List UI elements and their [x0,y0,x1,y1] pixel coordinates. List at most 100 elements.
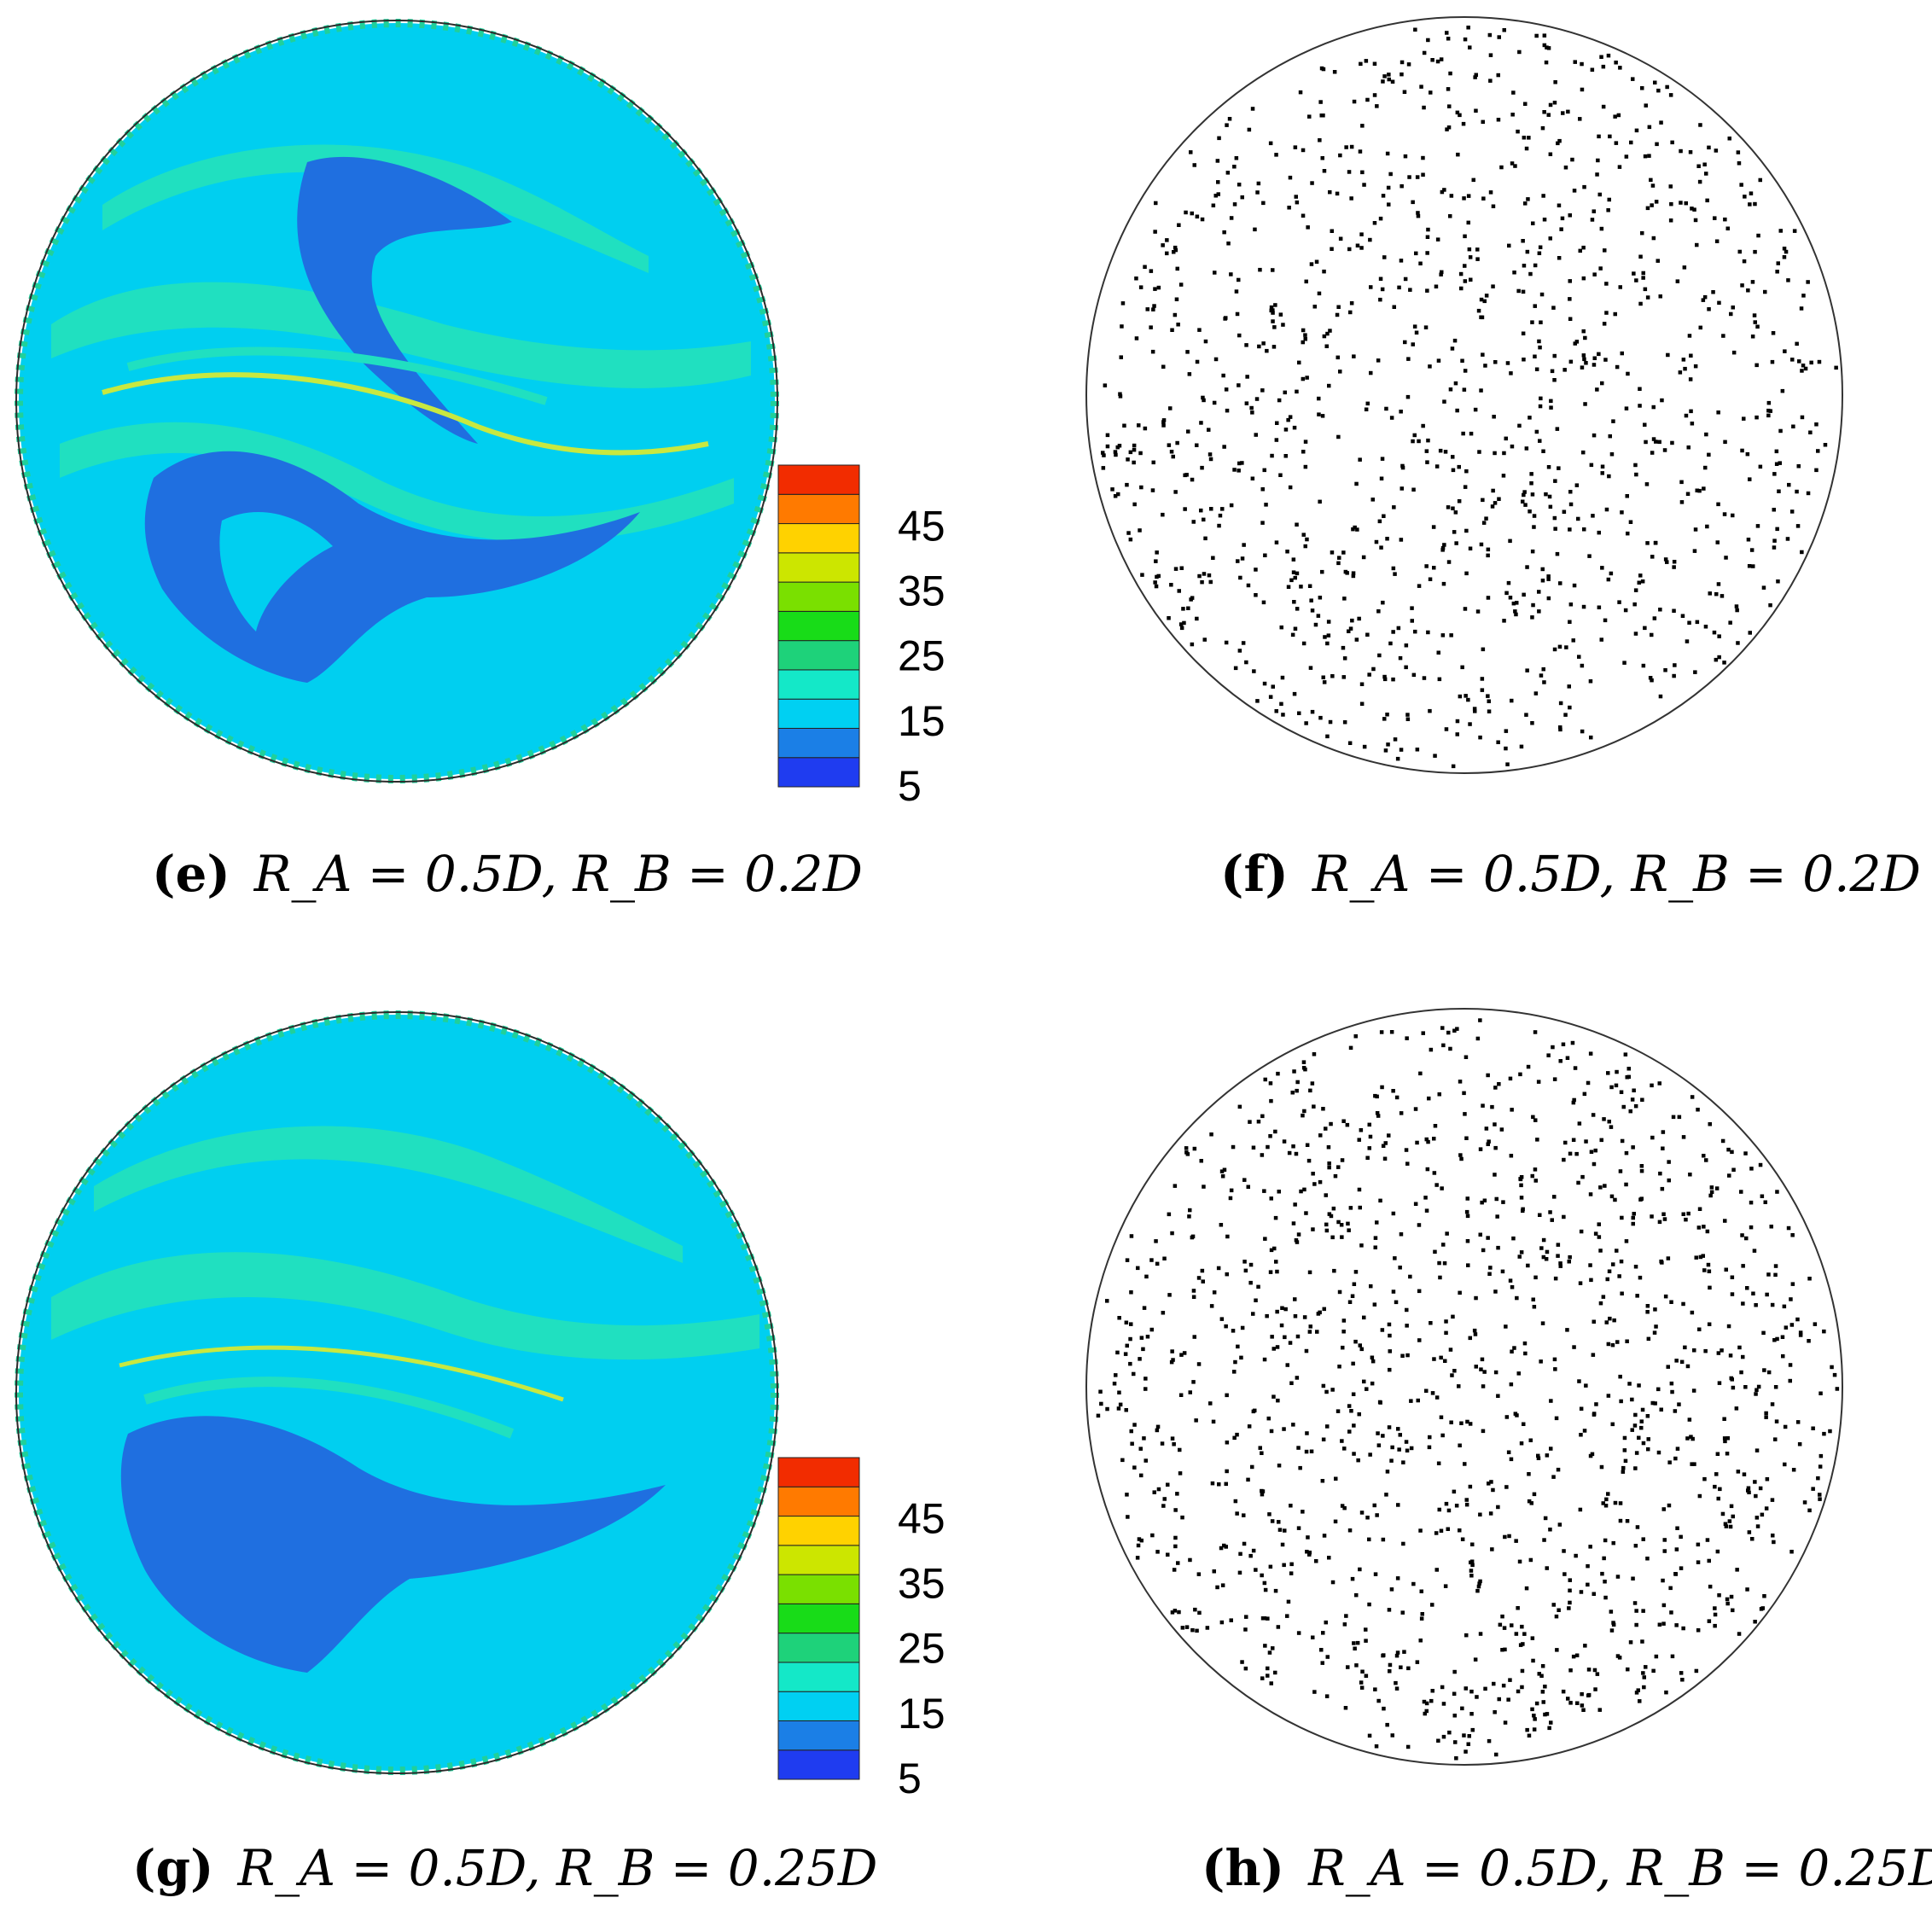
panel-f-particle [1519,744,1524,749]
panel-h-particle [1469,1569,1474,1573]
panel-f-particle [1375,104,1379,108]
panel-h-particle [1251,1548,1256,1553]
panel-h-particle [1429,1698,1434,1703]
panel-h-particle [1584,1383,1588,1388]
panel-h-particle [1464,1209,1469,1214]
panel-f-particle [1568,620,1572,624]
panel-h-particle [1472,1328,1477,1333]
panel-f-particle [1814,468,1819,473]
panel-h-particle [1464,1498,1469,1502]
panel-f-particle [1481,521,1487,525]
panel-f-particle [1731,306,1735,310]
panel-f-particle [1309,598,1313,602]
panel-f-particle [1186,429,1190,434]
panel-f-particle [1772,472,1777,476]
panel-h-particle [1760,1512,1765,1517]
panel-f-particle [1553,527,1557,531]
panel-f-particle [1434,284,1439,288]
panel-f-particle [1717,634,1721,638]
panel-f-particle [1183,473,1187,478]
panel-h-particle [1774,1419,1779,1423]
panel-f-particle [1670,440,1674,445]
panel-h-particle [1212,1569,1216,1574]
panel-h-particle [1591,1113,1596,1117]
panel-h-particle [1615,1340,1620,1344]
panel-h-particle [1440,1026,1445,1030]
panel-f-particle [1301,450,1306,454]
panel-f-particle [1372,221,1377,225]
panel-f-particle [1687,334,1692,338]
panel-f-particle [1504,591,1509,596]
panel-h-particle [1274,1260,1278,1264]
panel-f-particle [1652,616,1657,620]
panel-f-particle [1295,607,1300,611]
panel-h-particle [1698,1254,1703,1260]
panel-f-particle [1679,500,1685,504]
panel-f-particle [1365,97,1370,102]
panel-h-particle [1568,1254,1572,1260]
panel-h-particle [1504,1415,1510,1419]
panel-f-particle [1740,448,1744,453]
panel-f-particle [1181,607,1185,611]
panel-h-particle [1423,1711,1427,1716]
panel-h-particle [1496,1394,1500,1398]
panel-f-particle [1638,404,1642,408]
panel-f-particle [1568,359,1574,364]
panel-h-particle [1510,1623,1514,1627]
panel-f-particle [1342,597,1347,601]
panel-h-particle [1260,1451,1264,1455]
panel-f-particle [1463,607,1468,611]
panel-f-particle [1423,325,1429,329]
panel-f-particle [1517,423,1522,428]
panel-h-particle [1538,1213,1542,1217]
panel-h-particle [1707,1322,1712,1326]
panel-f-particle [1440,270,1444,275]
panel-h-particle [1201,1279,1205,1284]
panel-h-particle [1224,1481,1228,1487]
panel-h-particle [1640,1639,1644,1644]
panel-h-particle [1657,1081,1661,1086]
panel-h-particle [1540,1321,1545,1325]
panel-f-particle [1582,527,1586,532]
panel-h-particle [1775,1190,1779,1194]
panel-h-particle [1635,1525,1640,1529]
panel-h-particle [1116,1406,1121,1411]
panel-f-particle [1213,194,1218,198]
panel-h-particle [1633,1466,1638,1470]
panel-h-particle [1520,1624,1524,1629]
panel-h-particle [1357,1138,1361,1142]
panel-h-particle [1150,1533,1155,1538]
panel-h-particle [1592,1161,1597,1167]
panel-h-particle [1430,1603,1434,1607]
panel-f-particle [1232,202,1237,207]
colorbar-g-swatch [777,1516,860,1546]
panel-f-particle [1448,387,1453,392]
panel-h-particle [1773,1385,1778,1389]
panel-h-particle [1176,1561,1180,1565]
panel-f-particle [1564,645,1568,649]
colorbar-e-swatch [777,698,860,729]
panel-h-particle [1765,1477,1770,1481]
panel-h-particle [1720,1138,1725,1144]
panel-f-particle [1116,492,1120,497]
panel-h-particle [1292,1069,1296,1074]
panel-f-particle [1623,608,1628,613]
panel-f-particle [1525,249,1530,254]
panel-f-particle [1689,353,1693,358]
panel-h-particle [1509,1457,1514,1462]
panel-h-particle [1260,1676,1265,1680]
panel-h-particle [1484,1126,1489,1131]
panel-h-particle [1548,1210,1552,1214]
panel-f-particle [1399,538,1404,542]
panel-f-particle [1301,148,1306,153]
panel-h-particle [1493,1289,1498,1294]
panel-f-particle [1702,294,1708,300]
panel-f-particle [1505,361,1510,365]
panel-f-particle [1716,582,1721,586]
panel-h-particle [1641,1537,1645,1541]
panel-f-particle [1428,577,1433,581]
panel-h-particle [1661,1130,1666,1134]
panel-h-particle [1667,1460,1672,1464]
panel-h-particle [1202,1185,1206,1189]
panel-f-particle [1775,270,1779,274]
